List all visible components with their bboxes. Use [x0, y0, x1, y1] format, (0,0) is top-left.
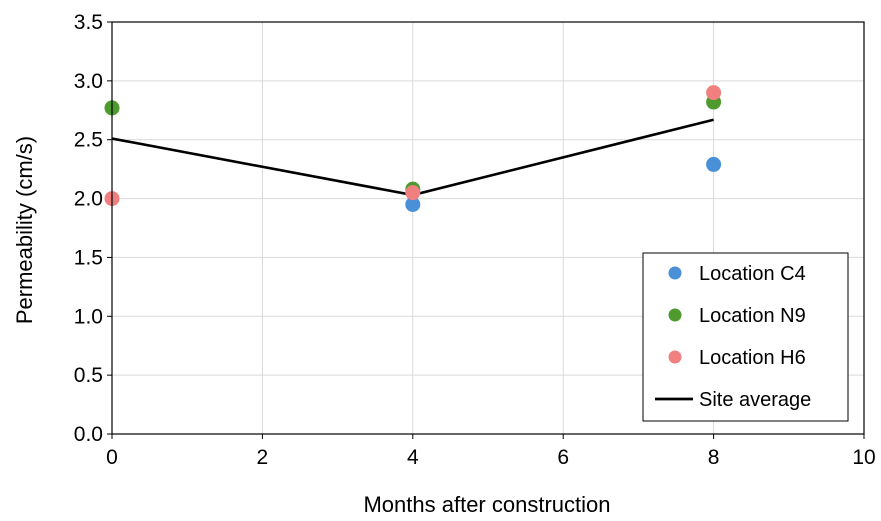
legend-swatch-location-h6 — [668, 350, 682, 364]
point-location-c4 — [706, 156, 722, 172]
y-tick-label: 3.0 — [74, 70, 103, 93]
y-tick-label: 3.5 — [74, 11, 103, 34]
point-location-h6 — [405, 185, 421, 201]
x-tick-label: 0 — [106, 446, 118, 469]
y-tick-label: 1.5 — [74, 246, 103, 269]
legend-box — [642, 252, 849, 422]
legend-label-location-n9: Location N9 — [699, 305, 806, 327]
legend-label-site-average: Site average — [699, 389, 811, 411]
legend-label-location-h6: Location H6 — [699, 347, 806, 369]
y-axis-title: Permeability (cm/s) — [12, 136, 37, 324]
legend: Location C4 Location N9 Location H6 Site av… — [642, 252, 849, 422]
y-tick-label: 1.0 — [74, 305, 103, 328]
legend-swatch-location-c4 — [668, 266, 682, 280]
point-location-c4 — [405, 196, 421, 212]
y-tick-label: 0.0 — [74, 423, 103, 446]
x-tick-label: 4 — [407, 446, 419, 469]
y-tick-label: 0.5 — [74, 364, 103, 387]
x-axis-ticks: 0 2 4 6 8 10 — [106, 434, 876, 469]
series-points — [104, 85, 722, 212]
x-tick-label: 8 — [708, 446, 720, 469]
legend-swatch-location-n9 — [668, 308, 682, 322]
y-tick-label: 2.0 — [74, 188, 103, 211]
plot-frame — [111, 21, 865, 435]
x-tick-label: 10 — [852, 446, 875, 469]
legend-label-location-c4: Location C4 — [699, 263, 806, 285]
x-axis-title: Months after construction — [363, 492, 610, 517]
point-location-h6 — [706, 85, 722, 101]
y-axis-ticks: 0.0 0.5 1.0 1.5 2.0 2.5 3.0 3.5 — [74, 11, 112, 446]
x-tick-label: 2 — [257, 446, 269, 469]
x-tick-label: 6 — [557, 446, 569, 469]
y-tick-label: 2.5 — [74, 129, 103, 152]
